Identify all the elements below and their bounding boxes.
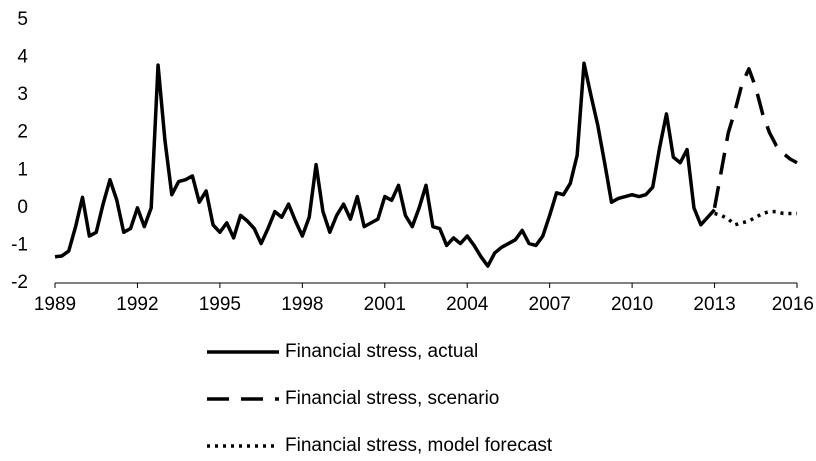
x-tick-label: 1998 <box>281 294 323 315</box>
x-tick-label: 1989 <box>34 294 76 315</box>
x-tick-label: 2007 <box>529 294 571 315</box>
x-tick-label: 2013 <box>693 294 735 315</box>
x-tick-label: 2010 <box>611 294 653 315</box>
y-tick-label: 3 <box>17 84 28 105</box>
y-tick-label: -1 <box>11 234 28 255</box>
series-line <box>712 67 798 209</box>
x-tick-label: 2001 <box>364 294 406 315</box>
x-tick-label: 2016 <box>772 294 814 315</box>
y-tick-label: 4 <box>17 47 28 68</box>
x-tick-label: 1995 <box>199 294 241 315</box>
series-line <box>714 209 797 227</box>
y-tick-label: 0 <box>17 197 28 218</box>
series-line <box>54 61 716 268</box>
y-tick-label: -2 <box>11 272 28 293</box>
legend-label: Financial stress, scenario <box>285 388 499 409</box>
y-tick-label: 5 <box>17 9 28 30</box>
y-tick-label: 2 <box>17 122 28 143</box>
x-tick-label: 1992 <box>116 294 158 315</box>
y-tick-label: 1 <box>17 159 28 180</box>
legend-label: Financial stress, model forecast <box>285 435 553 456</box>
legend-label: Financial stress, actual <box>285 341 478 362</box>
x-tick-label: 2004 <box>446 294 489 315</box>
